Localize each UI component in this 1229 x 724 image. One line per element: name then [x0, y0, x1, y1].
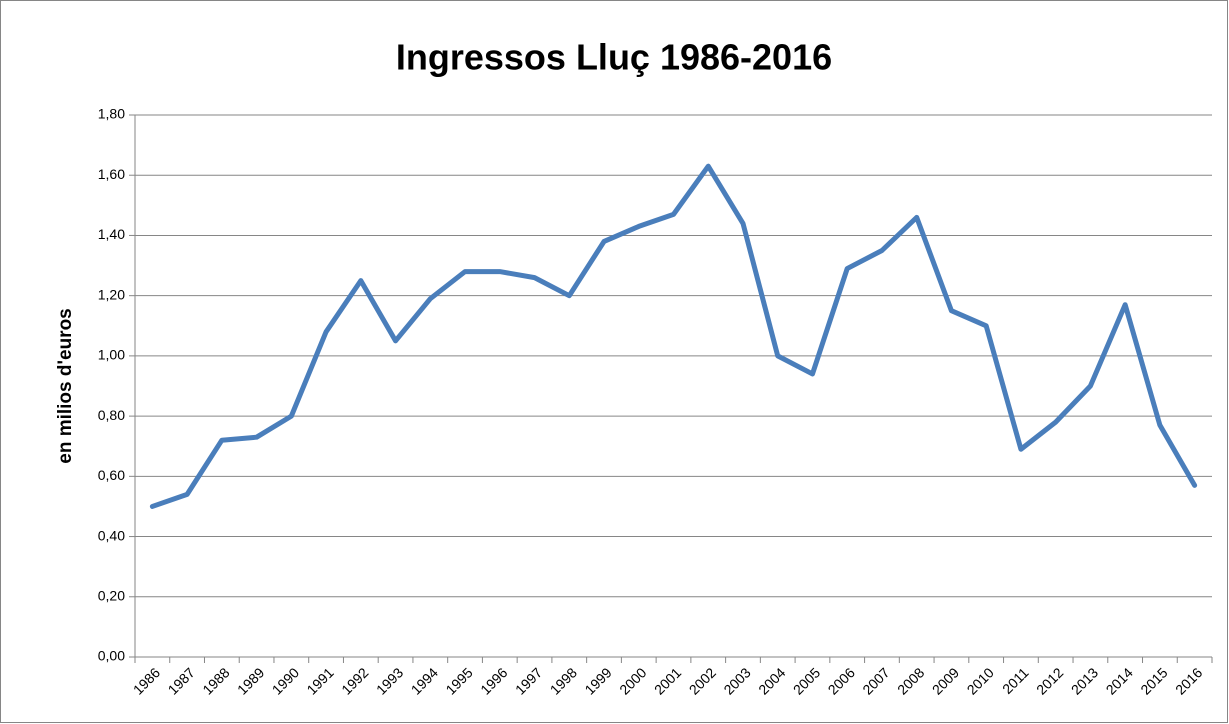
y-tick-label: 0,80	[98, 407, 125, 423]
y-tick-label: 0,20	[98, 587, 125, 603]
y-tick-label: 0,00	[98, 648, 125, 664]
data-line	[149, 163, 1198, 509]
y-tick-label: 0,40	[98, 527, 125, 543]
y-tick-label: 1,60	[98, 166, 125, 182]
y-tick-label: 1,40	[98, 226, 125, 242]
y-tick-label: 0,60	[98, 467, 125, 483]
y-tick-label: 1,20	[98, 286, 125, 302]
y-axis-label: en milios d'euros	[55, 308, 76, 464]
chart-title: Ingressos Lluç 1986-2016	[396, 37, 832, 78]
y-tick-label: 1,00	[98, 347, 125, 363]
y-tick-label: 1,80	[98, 106, 125, 122]
